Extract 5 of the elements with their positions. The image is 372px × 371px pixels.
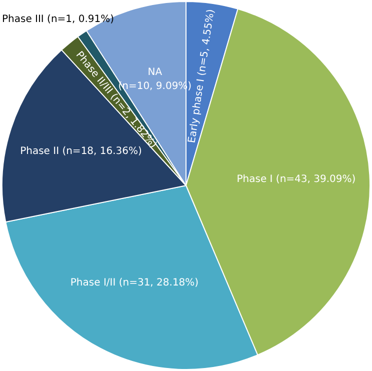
slice-label: Phase I/II (n=31, 28.18%) — [70, 278, 199, 289]
slice-label: NA — [148, 67, 162, 78]
slice-label: Phase I (n=43, 39.09%) — [236, 174, 356, 185]
slice-label: Phase II (n=18, 16.36%) — [20, 146, 142, 157]
slice-label: Phase III (n=1, 0.91%) — [2, 14, 114, 26]
